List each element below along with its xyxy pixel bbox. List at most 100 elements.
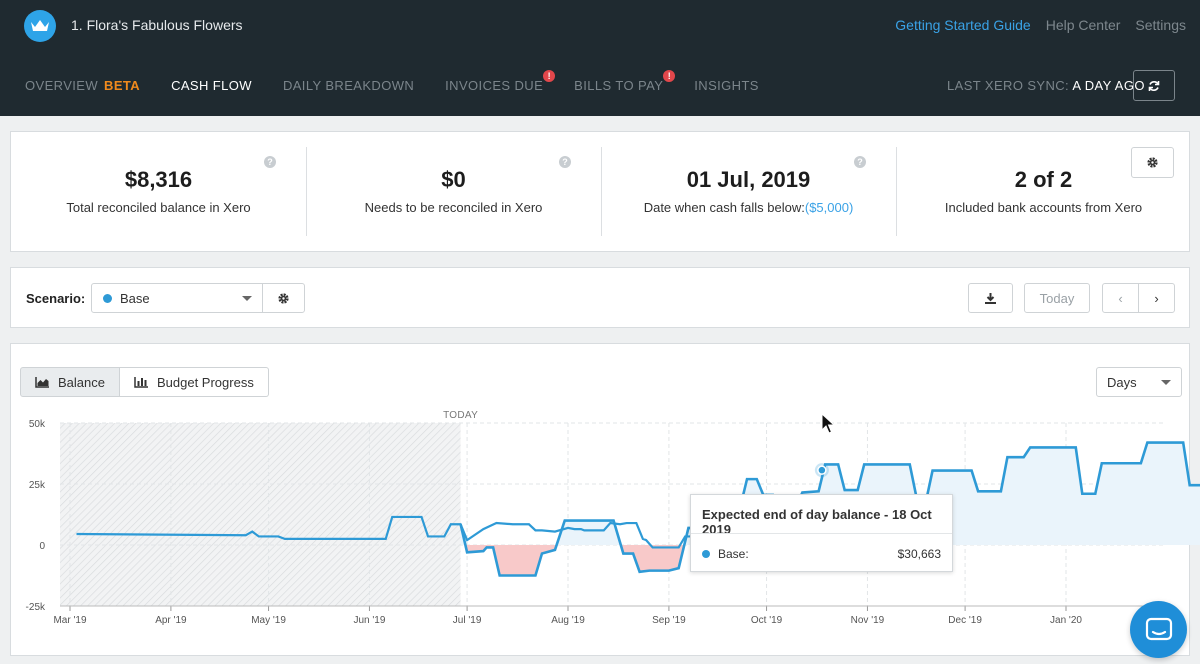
tab-overview-label: OVERVIEW — [25, 78, 99, 93]
tab-daily-breakdown[interactable]: DAILY BREAKDOWN — [283, 78, 414, 93]
tooltip-row: Base: $30,663 — [702, 547, 941, 561]
stat-label: Date when cash falls below:($5,000) — [601, 200, 896, 215]
today-label: TODAY — [443, 410, 478, 421]
tab-cash-flow-label: CASH FLOW — [171, 78, 252, 93]
stat-label: Needs to be reconciled in Xero — [364, 200, 543, 215]
y-tick-label: 50k — [29, 419, 46, 430]
stat-label: Total reconciled balance in Xero — [66, 200, 251, 215]
tab-daily-breakdown-label: DAILY BREAKDOWN — [282, 78, 415, 93]
scenario-color-dot — [103, 293, 112, 303]
download-icon — [985, 292, 996, 304]
getting-started-link[interactable]: Getting Started Guide — [895, 17, 1031, 33]
gear-icon — [1147, 157, 1158, 168]
threshold-link[interactable]: ($5,000) — [804, 200, 854, 215]
refresh-button[interactable] — [1133, 70, 1175, 101]
x-tick-label: Jan '20 — [1050, 615, 1082, 626]
help-icon[interactable]: ? — [854, 156, 866, 168]
gear-icon — [278, 292, 289, 304]
stat-value: $8,316 — [124, 167, 193, 192]
scenario-panel: Scenario: Base Today ‹ › — [10, 267, 1190, 328]
top-links: Getting Started Guide Help Center Settin… — [895, 17, 1186, 33]
positive-balance-area — [460, 442, 1200, 545]
base-series-line-forecast — [459, 441, 1200, 577]
bar-chart-icon — [134, 377, 148, 388]
stat-bank-accounts: 2 of 2 Included bank accounts from Xero — [896, 132, 1191, 253]
stat-label-text: Date when cash falls below: — [643, 200, 805, 215]
x-tick-label: Dec '19 — [948, 615, 982, 626]
x-tick-label: Jul '19 — [453, 615, 482, 626]
tab-cash-flow[interactable]: CASH FLOW — [171, 78, 252, 93]
area-chart-icon — [35, 377, 49, 388]
stat-cash-falls-below: 01 Jul, 2019 Date when cash falls below:… — [601, 132, 896, 253]
tab-insights-label: INSIGHTS — [694, 78, 759, 93]
chart-tooltip: Expected end of day balance - 18 Oct 201… — [690, 494, 953, 572]
stat-reconciled-balance: $8,316 Total reconciled balance in Xero … — [11, 132, 306, 253]
granularity-value: Days — [1107, 374, 1137, 390]
base-series-line-actual — [76, 515, 757, 549]
organization-name[interactable]: 1. Flora's Fabulous Flowers — [71, 17, 243, 33]
refresh-icon — [1148, 80, 1160, 91]
tab-balance-label: Balance — [58, 374, 105, 390]
chat-button[interactable] — [1130, 601, 1187, 658]
help-icon[interactable]: ? — [264, 156, 276, 168]
x-tick-label: Mar '19 — [53, 615, 86, 626]
scenario-label: Scenario: — [26, 291, 86, 306]
alert-icon: ! — [663, 70, 676, 82]
tab-budget-progress[interactable]: Budget Progress — [119, 367, 269, 397]
x-tick-label: Jun '19 — [353, 615, 385, 626]
divider — [601, 147, 602, 236]
next-button[interactable]: › — [1138, 283, 1175, 313]
tooltip-divider — [691, 533, 952, 534]
divider — [896, 147, 897, 236]
x-tick-label: Aug '19 — [551, 615, 585, 626]
tab-invoices-due[interactable]: INVOICES DUE! — [445, 70, 556, 93]
chat-icon — [1145, 617, 1172, 640]
crown-logo-icon[interactable] — [24, 10, 56, 42]
stat-needs-reconciling: $0 Needs to be reconciled in Xero ? — [306, 132, 601, 253]
chevron-down-icon — [1161, 380, 1171, 385]
stat-value: $0 — [441, 167, 466, 192]
last-sync-status: LAST XERO SYNC: A DAY AGO — [947, 78, 1145, 93]
scenario-settings-button[interactable] — [262, 283, 305, 313]
summary-settings-button[interactable] — [1131, 147, 1174, 178]
summary-panel: $8,316 Total reconciled balance in Xero … — [10, 131, 1190, 252]
x-tick-label: Oct '19 — [751, 615, 783, 626]
negative-balance-area — [460, 545, 1200, 576]
help-center-link[interactable]: Help Center — [1045, 17, 1121, 33]
x-tick-label: May '19 — [251, 615, 286, 626]
granularity-select[interactable]: Days — [1096, 367, 1182, 397]
settings-link[interactable]: Settings — [1135, 17, 1186, 33]
tab-bills-to-pay-label: BILLS TO PAY — [574, 78, 664, 93]
stat-label: Included bank accounts from Xero — [944, 200, 1143, 215]
past-period-hatch — [60, 423, 461, 606]
x-tick-label: Apr '19 — [155, 615, 187, 626]
tab-insights[interactable]: INSIGHTS — [694, 78, 759, 93]
sync-label: LAST XERO SYNC: — [947, 78, 1070, 93]
y-tick-label: 0 — [39, 541, 45, 552]
chart-view-tabs: Balance Budget Progress — [20, 367, 269, 397]
y-tick-label: 25k — [29, 480, 46, 491]
tooltip-series-name: Base: — [718, 547, 749, 561]
tab-budget-progress-label: Budget Progress — [156, 374, 254, 390]
download-button[interactable] — [968, 283, 1013, 313]
x-tick-label: Nov '19 — [851, 615, 885, 626]
tab-balance[interactable]: Balance — [20, 367, 120, 397]
x-tick-label: Sep '19 — [652, 615, 686, 626]
beta-badge: BETA — [104, 78, 141, 93]
tab-overview[interactable]: OVERVIEW BETA — [25, 78, 140, 93]
today-button[interactable]: Today — [1024, 283, 1090, 313]
top-header: 1. Flora's Fabulous Flowers Getting Star… — [0, 0, 1200, 116]
sync-value: A DAY AGO — [1072, 78, 1145, 93]
tab-invoices-due-label: INVOICES DUE — [445, 78, 544, 93]
tab-bills-to-pay[interactable]: BILLS TO PAY! — [574, 70, 676, 93]
main-nav: OVERVIEW BETA CASH FLOW DAILY BREAKDOWN I… — [25, 70, 790, 93]
alert-icon: ! — [543, 70, 556, 82]
help-icon[interactable]: ? — [559, 156, 571, 168]
highlight-point — [817, 465, 827, 475]
stat-value: 01 Jul, 2019 — [686, 167, 811, 192]
stat-value: 2 of 2 — [1014, 167, 1073, 192]
chevron-down-icon — [242, 296, 252, 301]
series-color-dot — [702, 550, 710, 558]
scenario-selected-value: Base — [120, 290, 150, 306]
